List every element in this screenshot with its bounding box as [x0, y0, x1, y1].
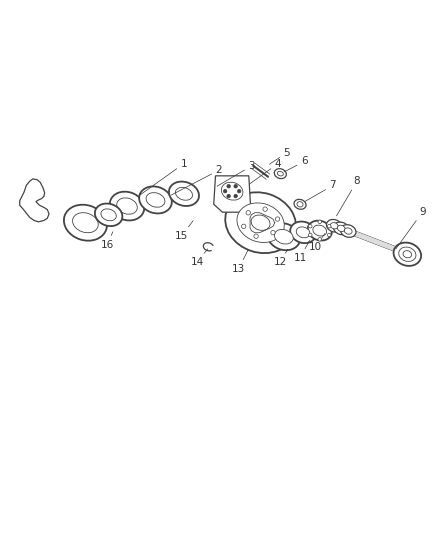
Circle shape [234, 184, 237, 188]
Text: 2: 2 [171, 165, 223, 195]
Text: 10: 10 [309, 233, 325, 252]
Circle shape [308, 233, 312, 237]
Circle shape [328, 233, 331, 237]
Ellipse shape [277, 171, 283, 176]
Ellipse shape [221, 182, 243, 200]
Ellipse shape [225, 192, 296, 253]
Text: 12: 12 [274, 249, 288, 267]
Circle shape [263, 207, 267, 212]
Circle shape [227, 184, 230, 188]
Circle shape [328, 224, 331, 228]
Ellipse shape [73, 213, 98, 233]
Ellipse shape [399, 247, 416, 261]
Text: 15: 15 [175, 221, 193, 241]
Text: 1: 1 [140, 159, 187, 195]
Polygon shape [214, 176, 251, 212]
Circle shape [271, 230, 275, 235]
Circle shape [308, 224, 312, 228]
Text: 6: 6 [284, 156, 308, 172]
Ellipse shape [394, 243, 421, 266]
Ellipse shape [294, 199, 306, 209]
Circle shape [246, 211, 251, 215]
Circle shape [234, 195, 237, 198]
Text: 9: 9 [396, 207, 426, 249]
Polygon shape [346, 228, 401, 254]
Ellipse shape [117, 198, 137, 214]
Ellipse shape [290, 222, 316, 243]
Ellipse shape [344, 228, 352, 234]
Ellipse shape [268, 223, 300, 250]
Circle shape [237, 189, 241, 193]
Ellipse shape [340, 225, 356, 237]
Text: 8: 8 [336, 176, 360, 216]
Ellipse shape [326, 220, 342, 232]
Ellipse shape [251, 215, 270, 230]
Circle shape [276, 217, 280, 221]
Circle shape [241, 224, 246, 229]
Ellipse shape [275, 229, 293, 244]
Ellipse shape [95, 204, 122, 226]
Circle shape [318, 238, 321, 241]
Circle shape [227, 195, 230, 198]
Text: 16: 16 [101, 232, 114, 249]
Text: 4: 4 [250, 159, 282, 184]
Text: 14: 14 [191, 249, 208, 267]
Circle shape [223, 189, 227, 193]
Ellipse shape [101, 209, 117, 221]
Circle shape [254, 234, 258, 238]
Ellipse shape [308, 221, 332, 240]
Ellipse shape [330, 223, 338, 229]
Ellipse shape [139, 187, 172, 213]
Ellipse shape [146, 192, 165, 207]
Ellipse shape [169, 182, 199, 206]
Ellipse shape [313, 225, 327, 236]
Text: 11: 11 [293, 240, 310, 263]
Ellipse shape [175, 188, 193, 200]
Polygon shape [20, 179, 49, 222]
Text: 3: 3 [217, 161, 255, 186]
Ellipse shape [64, 205, 107, 241]
Ellipse shape [274, 168, 286, 179]
Ellipse shape [297, 201, 303, 207]
Text: 13: 13 [232, 249, 248, 273]
Text: 5: 5 [269, 148, 290, 164]
Text: 7: 7 [305, 181, 336, 201]
Ellipse shape [296, 227, 310, 238]
Ellipse shape [337, 225, 345, 231]
Circle shape [318, 220, 321, 223]
Ellipse shape [110, 192, 144, 221]
Ellipse shape [403, 251, 412, 258]
Ellipse shape [333, 222, 349, 235]
Ellipse shape [237, 203, 284, 243]
